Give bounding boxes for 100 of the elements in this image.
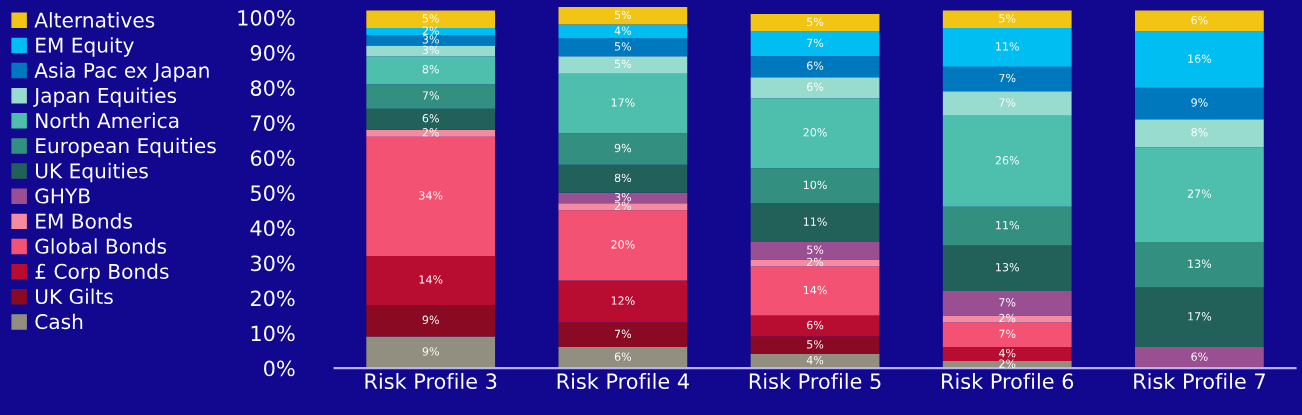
bar bbox=[750, 14, 880, 32]
bar bbox=[558, 210, 688, 281]
data-label: 34% bbox=[419, 191, 443, 200]
data-label: 6% bbox=[807, 61, 824, 70]
bar bbox=[366, 84, 496, 109]
legend-label: Japan Equities bbox=[33, 87, 177, 107]
data-label: 16% bbox=[1188, 54, 1212, 63]
data-label: 14% bbox=[419, 275, 443, 284]
legend-label: GHYB bbox=[35, 188, 90, 204]
bar bbox=[750, 336, 880, 355]
bar bbox=[366, 255, 496, 306]
data-label: 9% bbox=[1191, 98, 1208, 107]
legend-label: Asia Pac ex Japan bbox=[34, 62, 209, 82]
data-label: 5% bbox=[614, 59, 632, 69]
legend-label: EM Equity bbox=[36, 37, 134, 57]
x-tick-label: Risk Profile 5 bbox=[749, 372, 881, 390]
y-tick-label: 10% bbox=[251, 325, 295, 342]
data-label: 7% bbox=[807, 38, 824, 48]
bar bbox=[750, 77, 880, 99]
bar bbox=[750, 354, 880, 369]
bar bbox=[1135, 31, 1264, 88]
y-tick-label: 70% bbox=[251, 115, 295, 131]
bar bbox=[1135, 147, 1264, 242]
data-label: 5% bbox=[422, 14, 439, 23]
data-label: 6% bbox=[614, 352, 632, 361]
bar bbox=[942, 91, 1072, 116]
y-tick-label: 30% bbox=[251, 255, 295, 272]
data-label: 6% bbox=[422, 114, 439, 123]
y-tick-label: 20% bbox=[250, 290, 295, 307]
bar bbox=[558, 24, 688, 39]
data-label: 27% bbox=[1187, 189, 1212, 198]
bar bbox=[1135, 347, 1264, 369]
data-label: 2% bbox=[807, 257, 824, 267]
x-tick-label: Risk Profile 3 bbox=[365, 372, 497, 390]
bar bbox=[750, 259, 880, 267]
legend-label: EM Bonds bbox=[36, 213, 132, 229]
bar bbox=[558, 203, 688, 211]
bar bbox=[366, 336, 496, 369]
data-label: 20% bbox=[611, 240, 635, 249]
data-label: 9% bbox=[614, 143, 632, 153]
data-label: 8% bbox=[1191, 128, 1208, 137]
x-tick-label: Risk Profile 6 bbox=[942, 372, 1074, 390]
data-label: 2% bbox=[422, 128, 439, 137]
y-tick-label: 90% bbox=[250, 45, 295, 61]
data-label: 7% bbox=[999, 298, 1016, 307]
legend-label: Cash bbox=[35, 313, 83, 330]
bar bbox=[750, 266, 880, 316]
y-tick-label: 60% bbox=[250, 150, 295, 166]
y-tick-label: 0% bbox=[264, 360, 295, 377]
legend-label: Alternatives bbox=[34, 12, 155, 28]
y-tick-label: 80% bbox=[250, 80, 295, 96]
data-label: 5% bbox=[999, 14, 1016, 23]
bar bbox=[942, 115, 1072, 207]
data-label: 12% bbox=[611, 296, 635, 305]
data-label: 4% bbox=[806, 355, 824, 365]
data-label: 26% bbox=[995, 156, 1019, 165]
data-label: 7% bbox=[422, 91, 439, 100]
data-label: 13% bbox=[996, 263, 1019, 272]
data-label: 10% bbox=[803, 180, 827, 190]
data-label: 2% bbox=[999, 313, 1016, 323]
data-label: 11% bbox=[803, 217, 827, 226]
bar bbox=[942, 66, 1072, 92]
bar bbox=[366, 45, 496, 57]
bar bbox=[558, 347, 688, 369]
data-label: 7% bbox=[614, 329, 632, 339]
bar bbox=[942, 315, 1072, 323]
legend-label: UK Equities bbox=[35, 162, 148, 183]
bar bbox=[750, 168, 880, 204]
bar bbox=[750, 31, 880, 57]
bar bbox=[750, 315, 880, 337]
legend-label: European Equities bbox=[36, 137, 216, 158]
bar bbox=[558, 280, 688, 323]
data-label: 3% bbox=[422, 35, 439, 44]
data-label: 11% bbox=[996, 42, 1019, 51]
bar bbox=[750, 56, 880, 78]
bar bbox=[558, 56, 688, 74]
data-label: 2% bbox=[614, 201, 632, 211]
bar bbox=[558, 73, 688, 134]
bar bbox=[1135, 241, 1264, 288]
bar bbox=[366, 35, 496, 46]
data-label: 14% bbox=[803, 285, 827, 295]
bar bbox=[366, 56, 496, 85]
data-label: 5% bbox=[614, 42, 632, 51]
bar bbox=[558, 133, 688, 165]
bar bbox=[750, 203, 880, 242]
data-label: 17% bbox=[1188, 312, 1212, 321]
data-label: 8% bbox=[614, 173, 632, 183]
bar bbox=[366, 28, 496, 36]
bar bbox=[942, 28, 1072, 67]
data-label: 2% bbox=[422, 26, 439, 35]
bar bbox=[1135, 87, 1264, 120]
data-label: 5% bbox=[807, 17, 824, 27]
data-label: 7% bbox=[999, 98, 1016, 107]
bar bbox=[366, 108, 496, 130]
legend-label: UK Gilts bbox=[35, 288, 113, 305]
data-label: 3% bbox=[422, 45, 439, 55]
data-label: 2% bbox=[999, 359, 1016, 368]
bar bbox=[942, 10, 1072, 29]
data-label: 4% bbox=[998, 348, 1016, 358]
y-tick-label: 100% bbox=[238, 10, 295, 26]
